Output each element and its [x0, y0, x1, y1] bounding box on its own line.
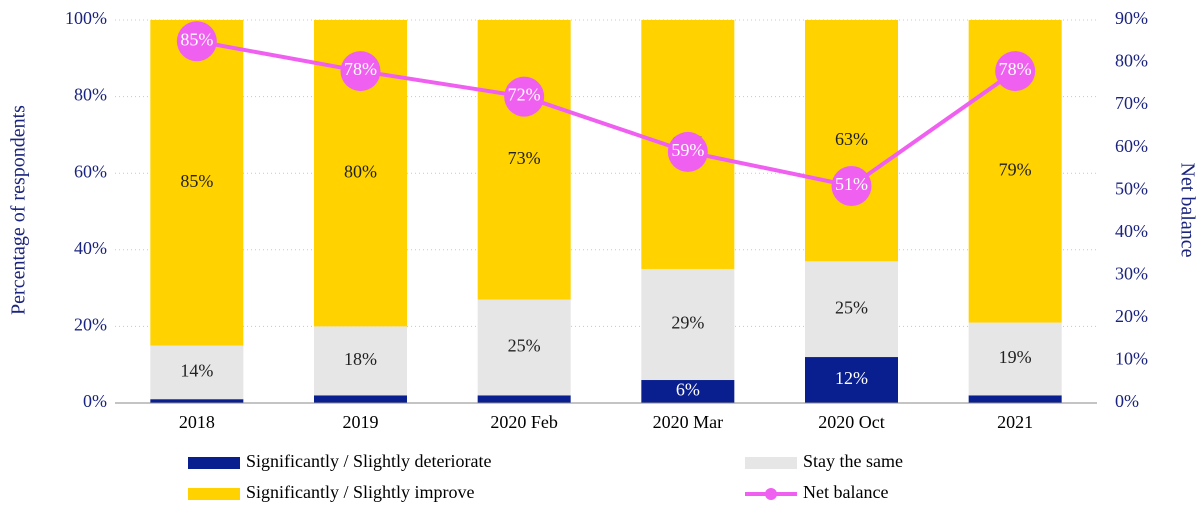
legend-label: Significantly / Slightly improve: [246, 482, 475, 502]
line-marker: [667, 131, 708, 172]
legend-swatch: [745, 457, 797, 469]
legend-label: Significantly / Slightly deteriorate: [246, 451, 491, 471]
line-marker: [995, 51, 1036, 92]
data-label: 12%: [835, 368, 868, 388]
y-tick-label: 40%: [74, 238, 107, 258]
y-tick-label: 20%: [74, 315, 107, 335]
line-marker: [340, 51, 381, 92]
y2-axis-label: Net balance: [1176, 163, 1198, 258]
y2-tick-label: 0%: [1115, 391, 1139, 411]
y-tick-label: 100%: [65, 8, 107, 28]
bar-segment: [477, 299, 571, 396]
bar-segment: [314, 326, 407, 396]
y2-tick-label: 40%: [1115, 221, 1148, 241]
data-label: 73%: [508, 148, 541, 168]
legend-marker: [765, 488, 777, 500]
x-tick-label: 2020 Mar: [653, 412, 724, 432]
x-tick-label: 2020 Oct: [818, 412, 885, 432]
data-label: 78%: [999, 59, 1032, 79]
y-tick-label: 0%: [83, 391, 107, 411]
y2-tick-label: 80%: [1115, 51, 1148, 71]
bar-segment: [805, 261, 898, 358]
bar-segment: [150, 20, 244, 346]
legend-label: Net balance: [803, 482, 888, 502]
data-label: 14%: [180, 360, 213, 380]
line-marker: [831, 165, 872, 206]
bar-segment: [314, 395, 407, 403]
x-tick-label: 2020 Feb: [490, 412, 558, 432]
y2-tick-label: 30%: [1115, 263, 1148, 283]
data-label: 6%: [676, 380, 700, 400]
bar-segment: [805, 20, 898, 262]
bar-segment: [968, 322, 1062, 396]
x-tick-label: 2019: [343, 412, 379, 432]
line-marker: [504, 76, 545, 117]
y2-tick-label: 10%: [1115, 349, 1148, 369]
y2-tick-label: 50%: [1115, 178, 1148, 198]
bar-segment: [968, 395, 1062, 403]
y2-tick-label: 90%: [1115, 8, 1148, 28]
legend-label: Stay the same: [803, 451, 903, 471]
y-tick-label: 80%: [74, 85, 107, 105]
data-label: 29%: [671, 313, 704, 333]
data-label: 19%: [999, 347, 1032, 367]
legend-swatch: [188, 488, 240, 500]
data-label: 80%: [344, 161, 377, 181]
line-marker: [176, 21, 217, 62]
bar-segment: [641, 268, 735, 381]
data-label: 25%: [835, 297, 868, 317]
y2-tick-label: 20%: [1115, 306, 1148, 326]
y-tick-label: 60%: [74, 161, 107, 181]
bar-segment: [150, 399, 244, 403]
data-label: 78%: [344, 59, 377, 79]
bar-segment: [477, 20, 571, 300]
legend-swatch: [188, 457, 240, 469]
x-tick-label: 2018: [179, 412, 215, 432]
data-label: 59%: [671, 140, 704, 160]
bar-segment: [150, 345, 244, 400]
y2-tick-label: 60%: [1115, 136, 1148, 156]
data-label: 85%: [180, 29, 213, 49]
data-label: 25%: [508, 336, 541, 356]
data-label: 72%: [508, 85, 541, 105]
data-label: 85%: [180, 171, 213, 191]
x-tick-label: 2021: [997, 412, 1033, 432]
line: [196, 39, 1017, 189]
data-label: 79%: [999, 159, 1032, 179]
bar-segment: [641, 380, 735, 403]
bar-segment: [805, 357, 898, 403]
data-label: 18%: [344, 349, 377, 369]
data-label: 63%: [835, 129, 868, 149]
data-label: 51%: [835, 174, 868, 194]
y2-tick-label: 70%: [1115, 93, 1148, 113]
bar-segment: [477, 395, 571, 403]
y-axis-label: Percentage of respondents: [8, 105, 30, 315]
